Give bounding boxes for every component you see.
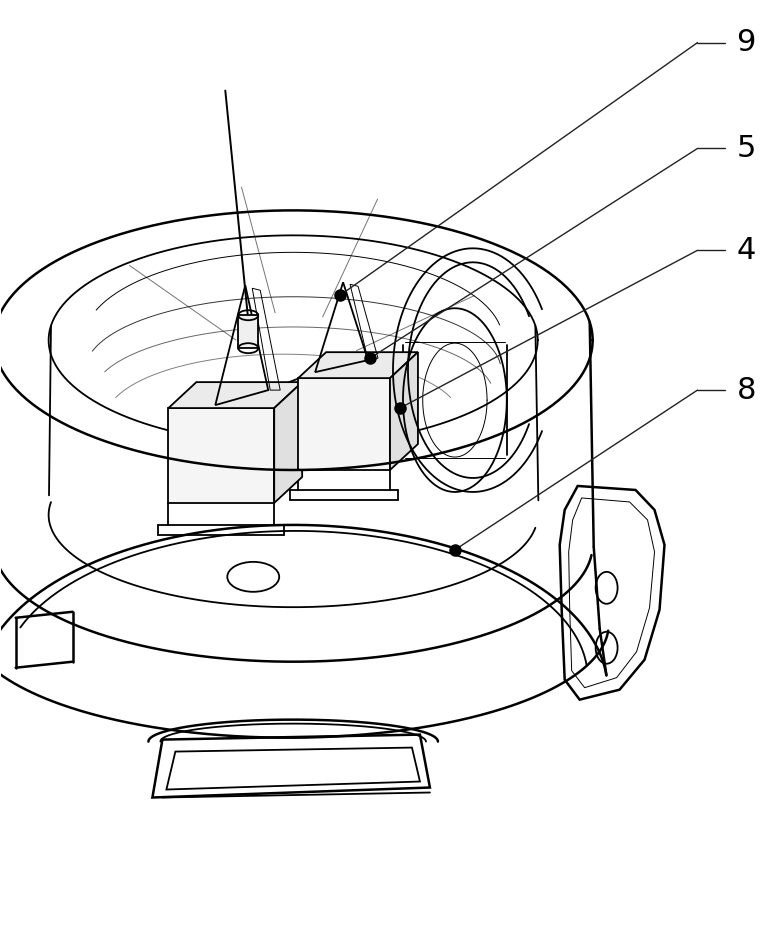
- Text: 5: 5: [736, 134, 756, 163]
- Polygon shape: [168, 382, 302, 408]
- Polygon shape: [298, 378, 390, 470]
- Polygon shape: [168, 408, 275, 502]
- Polygon shape: [298, 352, 418, 378]
- Polygon shape: [275, 382, 302, 502]
- Text: 9: 9: [736, 28, 756, 57]
- Polygon shape: [390, 352, 418, 470]
- Polygon shape: [238, 316, 258, 348]
- Text: 8: 8: [736, 375, 756, 404]
- Text: 4: 4: [736, 235, 756, 265]
